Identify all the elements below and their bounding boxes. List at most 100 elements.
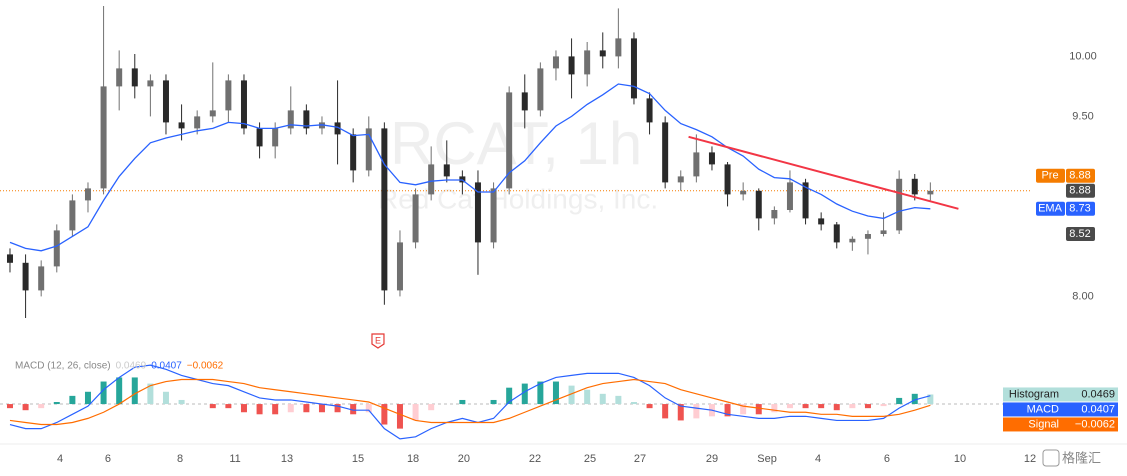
- histogram-bar: [584, 389, 591, 405]
- histogram-bar: [256, 404, 263, 415]
- badge-value-bg: [1066, 201, 1095, 216]
- histogram-bar: [381, 404, 388, 425]
- signal-line: [9, 378, 931, 426]
- histogram-bar: [6, 404, 13, 409]
- histogram-bar: [818, 404, 825, 409]
- watermark-subtitle: Red Cat Holdings, Inc.: [378, 183, 658, 214]
- candle-body: [443, 164, 450, 177]
- histogram-bar: [53, 402, 60, 405]
- candle-body: [350, 134, 357, 171]
- x-tick-label: 20: [458, 453, 470, 465]
- badge-name: Pre: [1041, 170, 1058, 182]
- candle-body: [84, 188, 91, 201]
- histogram-bar: [84, 391, 91, 405]
- legend-value: −0.0062: [1075, 418, 1115, 430]
- histogram-bar: [318, 404, 325, 413]
- legend-name: MACD: [1027, 403, 1059, 415]
- x-tick-label: 6: [105, 453, 111, 465]
- histogram-bar: [365, 404, 372, 413]
- candle-body: [927, 190, 934, 195]
- y-tick-label: 10.00: [1069, 50, 1097, 62]
- event-marker: [371, 333, 385, 349]
- histogram-bar: [755, 404, 762, 415]
- histogram-bar: [209, 404, 216, 409]
- candle-body: [396, 242, 403, 291]
- candle-body: [802, 182, 809, 219]
- histogram-bar: [490, 399, 497, 405]
- logo-icon: [1042, 449, 1060, 467]
- candle-body: [911, 178, 918, 195]
- macd-header-value: 0.0469: [116, 361, 147, 372]
- x-tick-label: 25: [584, 453, 596, 465]
- badge-value: 8.52: [1069, 228, 1090, 240]
- candle-body: [708, 152, 715, 165]
- macd-header-value: 0.0407: [151, 361, 182, 372]
- candle-body: [38, 266, 45, 291]
- histogram-bar: [272, 404, 279, 415]
- candle-body: [22, 262, 29, 291]
- badge-name: EMA: [1038, 203, 1063, 215]
- candle-body: [755, 190, 762, 219]
- candle-body: [381, 128, 388, 291]
- x-tick-label: 22: [529, 453, 541, 465]
- x-tick-label: 11: [229, 453, 240, 465]
- candle-body: [147, 80, 154, 87]
- candle-body: [209, 110, 216, 117]
- candle-body: [740, 190, 747, 195]
- histogram-bar: [69, 395, 76, 405]
- candle-body: [490, 188, 497, 243]
- x-tick-label: 6: [884, 453, 890, 465]
- candle-body: [615, 38, 622, 57]
- candle-body: [864, 234, 871, 239]
- histogram-bar: [428, 404, 435, 411]
- candle-body: [428, 164, 435, 195]
- ema-line: [9, 83, 931, 252]
- x-tick-label: 18: [407, 453, 419, 465]
- x-tick-label: 10: [954, 453, 966, 465]
- candle-body: [474, 182, 481, 243]
- candle-body: [818, 218, 825, 225]
- histogram-bar: [38, 404, 45, 409]
- histogram-bar: [178, 399, 185, 405]
- candle-body: [178, 122, 185, 129]
- histogram-bar: [116, 377, 123, 405]
- candle-body: [537, 68, 544, 111]
- legend-name-bg: [1003, 402, 1063, 417]
- badge-value-bg: [1066, 227, 1095, 241]
- legend-name: Signal: [1028, 418, 1059, 430]
- badge-name-bg: [1036, 168, 1065, 183]
- candle-body: [287, 110, 294, 129]
- histogram-bar: [552, 381, 559, 405]
- histogram-bar: [162, 391, 169, 405]
- candle-body: [833, 224, 840, 243]
- candle-body: [256, 128, 263, 147]
- candle-body: [662, 122, 669, 183]
- candle-body: [162, 80, 169, 123]
- x-tick-label: 15: [352, 453, 364, 465]
- x-tick-label: 12: [1024, 453, 1036, 465]
- histogram-bar: [506, 387, 513, 405]
- candle-body: [240, 80, 247, 129]
- candle-body: [786, 182, 793, 210]
- legend-value-bg: [1063, 402, 1118, 417]
- y-tick-label: 9.50: [1072, 110, 1093, 122]
- histogram-bar: [880, 404, 887, 407]
- histogram-bar: [740, 404, 747, 415]
- badge-value: 8.73: [1069, 203, 1090, 215]
- candle-body: [194, 116, 201, 129]
- badge-value-bg: [1066, 183, 1095, 198]
- histogram-bar: [225, 404, 232, 409]
- histogram-bar: [537, 381, 544, 405]
- macd-header-value: −0.0062: [187, 361, 224, 372]
- histogram-bar: [287, 404, 294, 413]
- candle-body: [646, 98, 653, 123]
- candle-body: [896, 178, 903, 231]
- candle-body: [849, 238, 856, 243]
- legend-value: 0.0407: [1081, 403, 1115, 415]
- histogram-bar: [459, 399, 466, 405]
- logo: 格隆汇: [1062, 450, 1101, 465]
- histogram-bar: [334, 404, 341, 413]
- trend-line: [688, 135, 959, 210]
- candle-body: [521, 92, 528, 111]
